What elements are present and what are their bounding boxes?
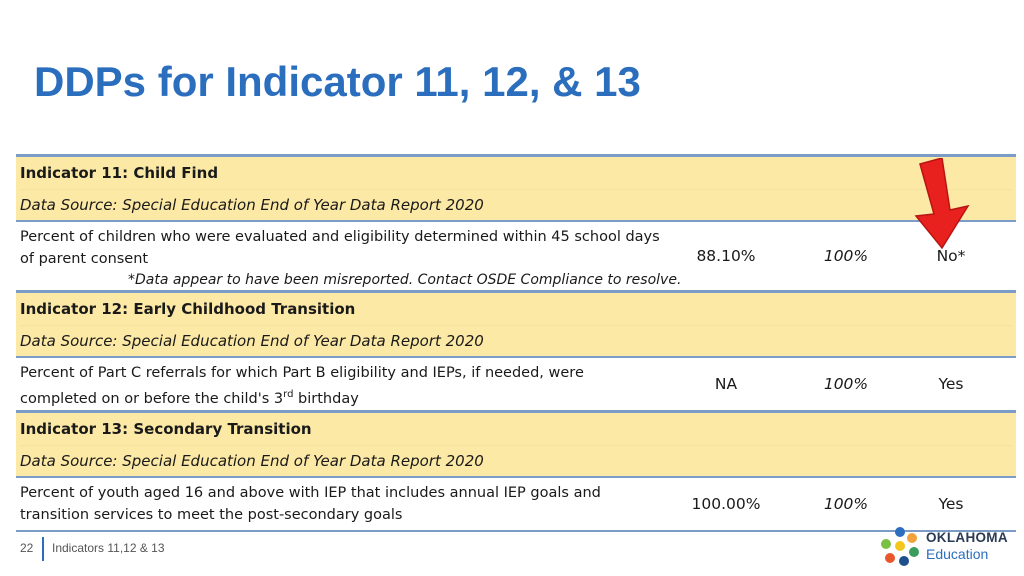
indicator-12-row: Percent of Part C referrals for which Pa… [16, 356, 1016, 410]
page-title: DDPs for Indicator 11, 12, & 13 [34, 58, 641, 105]
indicator-11-value: 88.10% [696, 247, 756, 265]
logo-line1: OKLAHOMA [926, 530, 1008, 545]
page-number: 22 [20, 541, 34, 555]
indicator-12-heading: Indicator 12: Early Childhood Transition [20, 300, 356, 318]
indicator-12-description-end: birthday [293, 390, 359, 407]
indicator-11-description: Percent of children who were evaluated a… [20, 229, 660, 267]
oklahoma-education-logo: OKLAHOMA Education [878, 524, 1018, 568]
indicator-12-header: Indicator 12: Early Childhood Transition… [16, 290, 1016, 356]
indicator-table: Indicator 11: Child Find Data Source: Sp… [16, 154, 1016, 532]
indicator-11-header: Indicator 11: Child Find Data Source: Sp… [16, 154, 1016, 220]
indicator-13-header: Indicator 13: Secondary Transition Data … [16, 410, 1016, 476]
indicator-12-source: Data Source: Special Education End of Ye… [20, 325, 1012, 356]
indicator-13-row: Percent of youth aged 16 and above with … [16, 476, 1016, 530]
indicator-11-source: Data Source: Special Education End of Ye… [20, 189, 1012, 220]
indicator-12-description: Percent of Part C referrals for which Pa… [20, 362, 660, 410]
oklahoma-education-logo-icon [881, 527, 919, 566]
indicator-12-target: 100% [823, 375, 869, 393]
indicator-11-target: 100% [823, 247, 869, 265]
indicator-12-met: Yes [938, 375, 964, 393]
logo-line2: Education [926, 546, 989, 562]
footer-divider [42, 537, 44, 561]
footer-label: Indicators 11,12 & 13 [52, 541, 165, 555]
indicator-12-description-sup: rd [283, 389, 294, 400]
indicator-13-heading: Indicator 13: Secondary Transition [20, 420, 312, 438]
indicator-11-met: No* [936, 247, 966, 265]
red-arrow-icon [914, 158, 970, 250]
indicator-13-value: 100.00% [691, 495, 761, 513]
table-bottom-rule [16, 530, 1016, 532]
indicator-13-met: Yes [938, 495, 964, 513]
indicator-12-value: NA [714, 375, 738, 393]
indicator-13-target: 100% [823, 495, 869, 513]
indicator-11-note: *Data appear to have been misreported. C… [128, 272, 682, 288]
indicator-11-row: Percent of children who were evaluated a… [16, 220, 1016, 290]
indicator-13-source: Data Source: Special Education End of Ye… [20, 445, 1012, 476]
indicator-13-description: Percent of youth aged 16 and above with … [20, 485, 601, 523]
indicator-12-description-text: Percent of Part C referrals for which Pa… [20, 365, 584, 407]
logo-text: OKLAHOMA Education [926, 530, 1008, 562]
indicator-11-heading: Indicator 11: Child Find [20, 164, 219, 182]
